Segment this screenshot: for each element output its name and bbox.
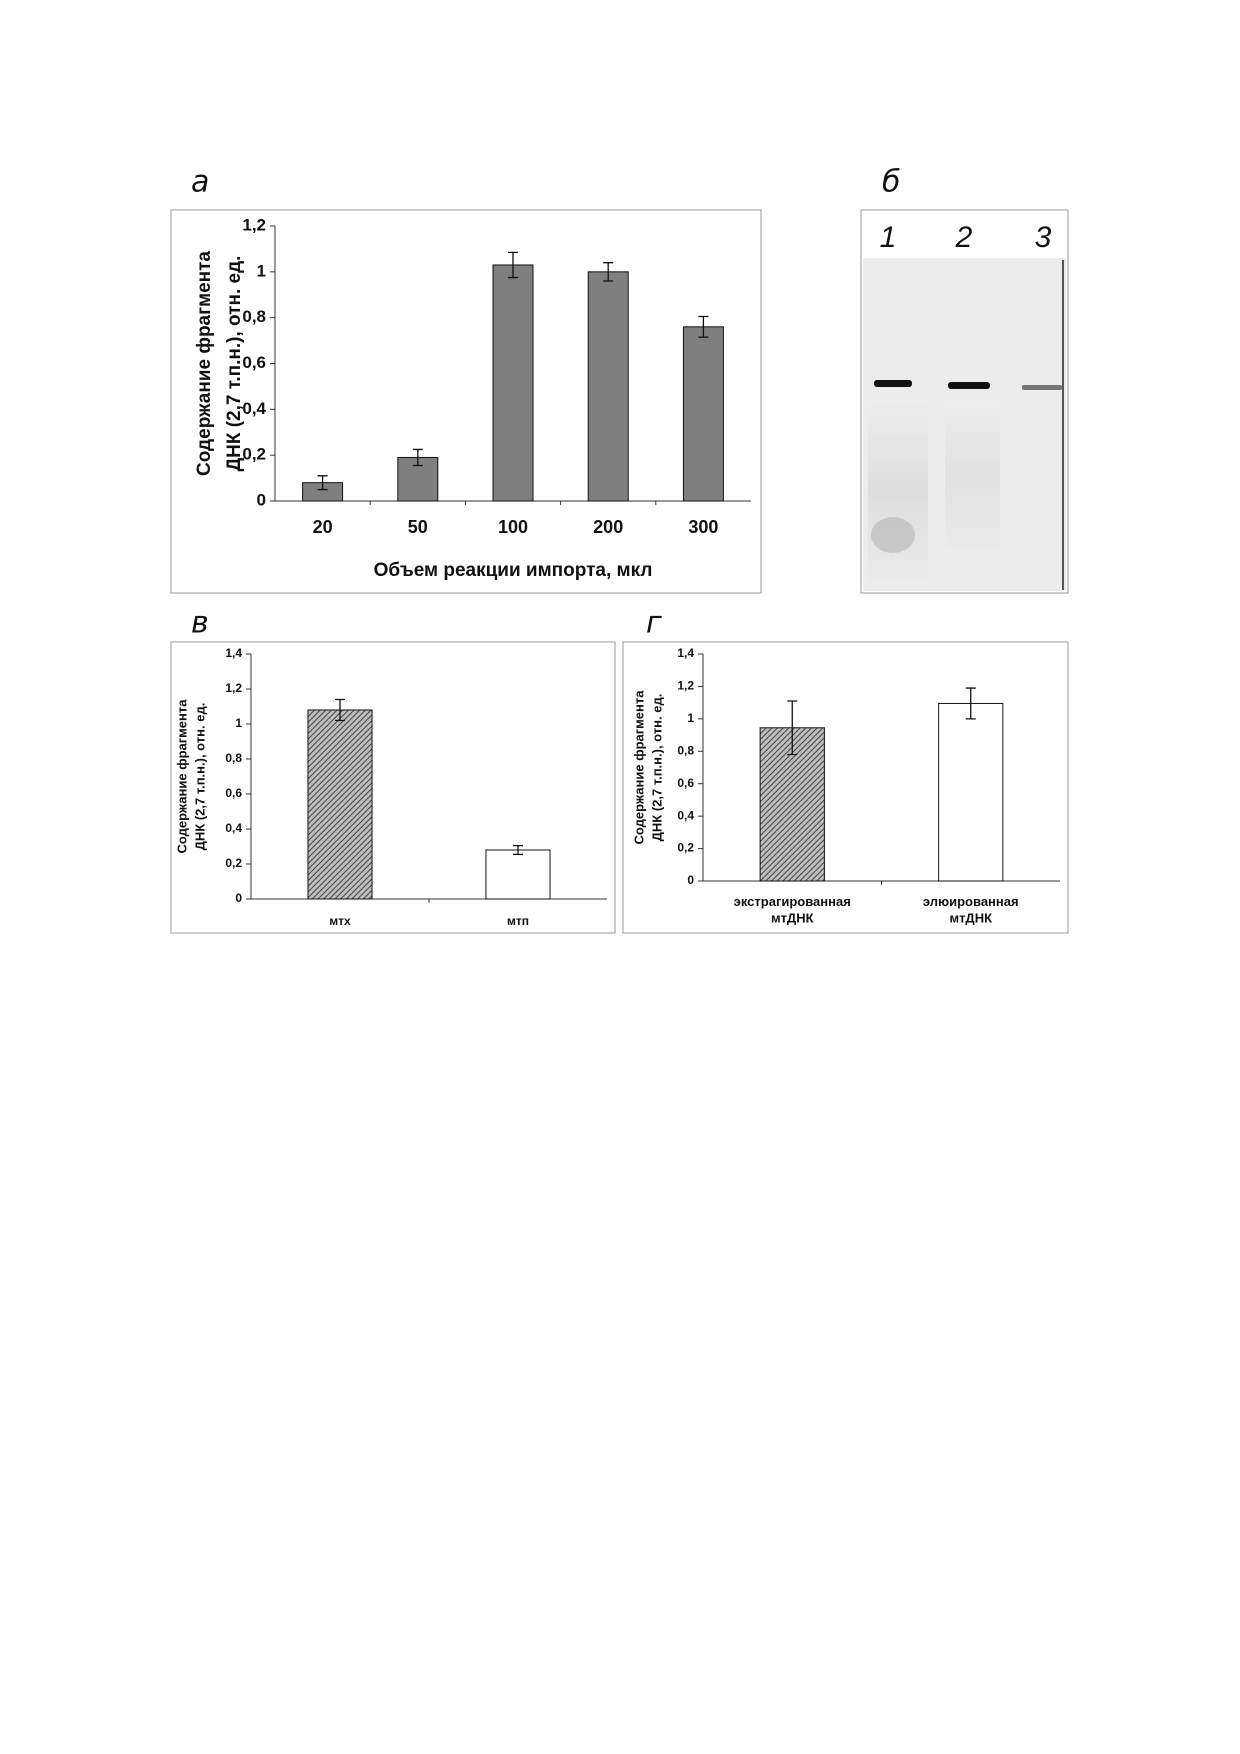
y-tick-label: 0,2 bbox=[242, 445, 266, 464]
y-tick-label: 1 bbox=[235, 716, 242, 730]
x-tick-label: 200 bbox=[593, 517, 623, 537]
error-bar bbox=[965, 687, 976, 720]
bar bbox=[485, 849, 551, 900]
x-tick-label: 100 bbox=[498, 517, 528, 537]
bar bbox=[682, 326, 724, 502]
error-bar bbox=[412, 448, 423, 467]
y-tick-label: 0,2 bbox=[677, 841, 694, 855]
y-tick-label: 1 bbox=[257, 261, 266, 280]
y-axis-label: Содержание фрагмента bbox=[174, 699, 189, 854]
gel-smear bbox=[945, 400, 1000, 550]
gel-smear bbox=[868, 400, 928, 580]
lane-label: 3 bbox=[1035, 221, 1052, 254]
error-bar bbox=[508, 251, 518, 279]
bar bbox=[587, 271, 629, 502]
y-tick-label: 0,4 bbox=[225, 821, 242, 835]
chart-frame bbox=[170, 209, 762, 594]
panel-label: б bbox=[882, 165, 901, 200]
error-bar bbox=[335, 698, 345, 722]
panel-label: в bbox=[191, 606, 209, 641]
lane-label: 2 bbox=[955, 221, 973, 254]
error-bar bbox=[513, 844, 523, 856]
bar bbox=[492, 264, 534, 502]
y-tick-label: 0,8 bbox=[677, 743, 694, 757]
y-axis-label: Содержание фрагмента bbox=[631, 690, 646, 845]
lane-label: 1 bbox=[880, 221, 897, 254]
y-tick-label: 0,6 bbox=[242, 353, 266, 372]
y-tick-label: 0,4 bbox=[242, 399, 266, 418]
y-tick-label: 0,8 bbox=[242, 307, 266, 326]
y-tick-label: 1,4 bbox=[225, 646, 242, 660]
y-tick-label: 1,2 bbox=[225, 681, 242, 695]
y-axis-label: ДНК (2,7 т.п.н.), отн. ед. bbox=[224, 256, 245, 472]
y-axis-label: ДНК (2,7 т.п.н.), отн. ед. bbox=[192, 703, 207, 851]
y-tick-label: 1 bbox=[687, 711, 694, 725]
x-tick-label: экстрагированная мтДНК bbox=[734, 894, 851, 925]
y-tick-label: 0,4 bbox=[677, 808, 694, 822]
y-tick-label: 0,6 bbox=[225, 786, 242, 800]
y-tick-label: 0,2 bbox=[225, 856, 242, 870]
gel-band bbox=[1022, 385, 1062, 390]
error-bar bbox=[698, 315, 709, 338]
error-bar bbox=[603, 262, 614, 282]
error-bar bbox=[317, 475, 328, 491]
gel-band bbox=[874, 380, 912, 387]
y-tick-label: 0 bbox=[235, 891, 242, 905]
bar bbox=[938, 702, 1004, 882]
error-bar bbox=[787, 700, 798, 756]
y-axis-label: ДНК (2,7 т.п.н.), отн. ед. bbox=[649, 694, 664, 842]
y-axis-label: Содержание фрагмента bbox=[194, 251, 215, 476]
chart-frame bbox=[170, 641, 616, 934]
gel-band bbox=[948, 382, 990, 389]
x-tick-label: мтп bbox=[507, 914, 529, 928]
y-tick-label: 1,2 bbox=[677, 679, 694, 693]
y-tick-label: 0,6 bbox=[677, 776, 694, 790]
chart-frame bbox=[622, 641, 1069, 934]
x-axis-label: Объем реакции импорта, мкл bbox=[374, 560, 653, 581]
y-tick-label: 0 bbox=[257, 490, 266, 509]
y-tick-label: 1,2 bbox=[242, 215, 266, 234]
gel-smear bbox=[871, 517, 915, 553]
y-tick-label: 0,8 bbox=[225, 751, 242, 765]
x-tick-label: 50 bbox=[408, 517, 428, 537]
x-tick-label: 300 bbox=[688, 517, 718, 537]
panel-label: а bbox=[191, 165, 209, 200]
x-tick-label: мтх bbox=[329, 914, 351, 928]
x-tick-label: элюированная мтДНК bbox=[923, 894, 1019, 925]
bar bbox=[307, 709, 373, 900]
panel-label: г bbox=[646, 606, 662, 641]
x-tick-label: 20 bbox=[313, 517, 333, 537]
y-tick-label: 1,4 bbox=[677, 646, 694, 660]
y-tick-label: 0 bbox=[687, 873, 694, 887]
